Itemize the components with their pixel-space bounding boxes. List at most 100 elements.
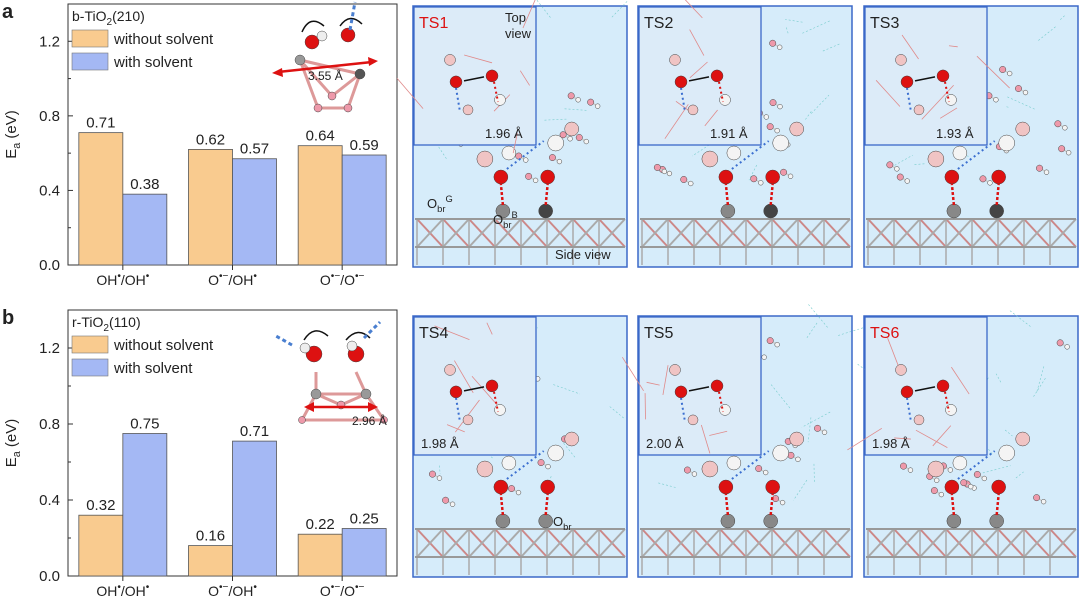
x-tick-label: O•−/OH• <box>208 582 257 596</box>
lattice-bond <box>520 218 548 248</box>
hydrogen-atom <box>719 404 731 416</box>
hydrogen-atom <box>927 150 945 168</box>
water-hydrogen <box>1066 150 1072 156</box>
water-oxygen <box>769 99 777 107</box>
oxygen-atom <box>493 479 509 495</box>
water-hydrogen <box>1040 499 1047 505</box>
hydrogen-atom <box>462 414 474 426</box>
water-oxygen <box>780 168 788 176</box>
lattice-bond <box>971 528 999 558</box>
ti-atom <box>763 203 778 219</box>
water-hydrogen <box>763 469 769 476</box>
water-oxygen <box>548 154 556 162</box>
water-oxygen <box>653 163 661 171</box>
inset-lattice-line <box>662 365 669 396</box>
bar-value-label: 0.59 <box>350 137 379 154</box>
bar-with-solvent <box>122 193 168 266</box>
lattice-bond <box>598 218 626 248</box>
inset-frame <box>413 316 537 456</box>
inset-frame <box>638 316 762 456</box>
lattice-bond <box>745 218 773 248</box>
bar-value-label: 0.32 <box>86 497 115 514</box>
oxygen-atom <box>991 169 1006 185</box>
lattice-bond <box>1049 218 1077 248</box>
lattice-bond <box>719 528 747 558</box>
bar-value-label: 0.71 <box>240 423 269 440</box>
x-tick-label: OH•/OH• <box>96 582 149 596</box>
water-oxygen <box>979 175 987 183</box>
oxygen-atom <box>718 169 734 185</box>
o-atom <box>327 91 337 101</box>
ti-atom <box>720 203 736 219</box>
hydrogen-atom <box>494 94 506 106</box>
y-tick-label: 0.8 <box>39 108 60 125</box>
y-axis-label: Ea (eV) <box>3 419 23 468</box>
panel-letter-a: a <box>2 1 14 23</box>
inset-lattice-line <box>486 322 493 335</box>
distance-label: 1.98 Å <box>421 436 459 451</box>
hydrogen-atom <box>913 104 925 116</box>
lattice-bond <box>494 528 522 558</box>
hydrogen-atom <box>687 414 699 426</box>
hydrogen-atom <box>945 404 957 416</box>
distance-label: 1.93 Å <box>936 126 974 141</box>
lattice-bond <box>797 528 825 558</box>
legend-label: with solvent <box>113 54 193 71</box>
ti-atom <box>354 68 366 80</box>
lattice-bond <box>667 528 695 558</box>
water-hydrogen <box>894 166 900 172</box>
oxygen-atom <box>710 69 724 83</box>
hydrogen-atom <box>494 404 506 416</box>
oxygen-atom <box>900 75 914 89</box>
adsorption-geometry-inset: 3.55 Å <box>272 1 378 113</box>
distance-label: 2.00 Å <box>646 436 684 451</box>
ti-o-bond <box>724 493 730 516</box>
inset-lattice-line <box>454 360 474 393</box>
hydrogen-atom <box>346 340 358 352</box>
h-bond-network <box>820 43 840 53</box>
hydrogen-atom <box>726 455 742 471</box>
ts-label: TS4 <box>419 325 448 342</box>
y-tick-label: 1.2 <box>39 33 60 50</box>
h-bond-network <box>995 373 1002 383</box>
water-oxygen <box>886 161 894 169</box>
h-bond <box>944 81 950 103</box>
transition-state-panel-ts2: TS2 1.91 Å <box>637 0 853 268</box>
ti-o-bond <box>724 183 730 206</box>
ti-o-bond <box>544 183 549 206</box>
bar-without-solvent <box>78 514 124 577</box>
ti-atom <box>360 388 372 400</box>
lattice-bond <box>494 218 522 248</box>
ti-atom <box>495 513 511 529</box>
oxygen-atom <box>493 169 509 185</box>
water-oxygen <box>515 152 523 160</box>
h-bond <box>906 87 912 113</box>
bar-value-label: 0.64 <box>306 128 335 145</box>
water-oxygen <box>559 131 567 139</box>
inset-lattice-line <box>396 77 424 109</box>
lattice-bond <box>771 528 799 558</box>
hydrogen-atom <box>687 104 699 116</box>
hydrogen-atom <box>501 455 517 471</box>
water-oxygen <box>525 172 533 180</box>
hydrogen-atom <box>701 150 719 168</box>
h-bond <box>718 81 724 103</box>
h-bond <box>718 391 724 413</box>
lattice-bond <box>823 218 851 248</box>
oxygen-atom <box>765 169 780 185</box>
bar-value-label: 0.75 <box>130 416 159 433</box>
top-view-inset <box>621 316 762 456</box>
h-bond <box>348 1 357 31</box>
rotation-arrow <box>301 20 325 33</box>
water-oxygen <box>683 466 691 474</box>
h-bond <box>493 391 499 413</box>
inset-lattice-line <box>689 61 708 79</box>
h-bond <box>944 391 950 413</box>
o-o-distance-arrow <box>463 386 485 392</box>
lattice-bond <box>945 528 973 558</box>
x-tick-label: O•−/O•− <box>320 271 365 288</box>
lattice-bond <box>893 218 921 248</box>
h-bond-network <box>1007 96 1036 110</box>
hydrogen-atom <box>952 145 968 161</box>
lattice-bond <box>546 218 574 248</box>
